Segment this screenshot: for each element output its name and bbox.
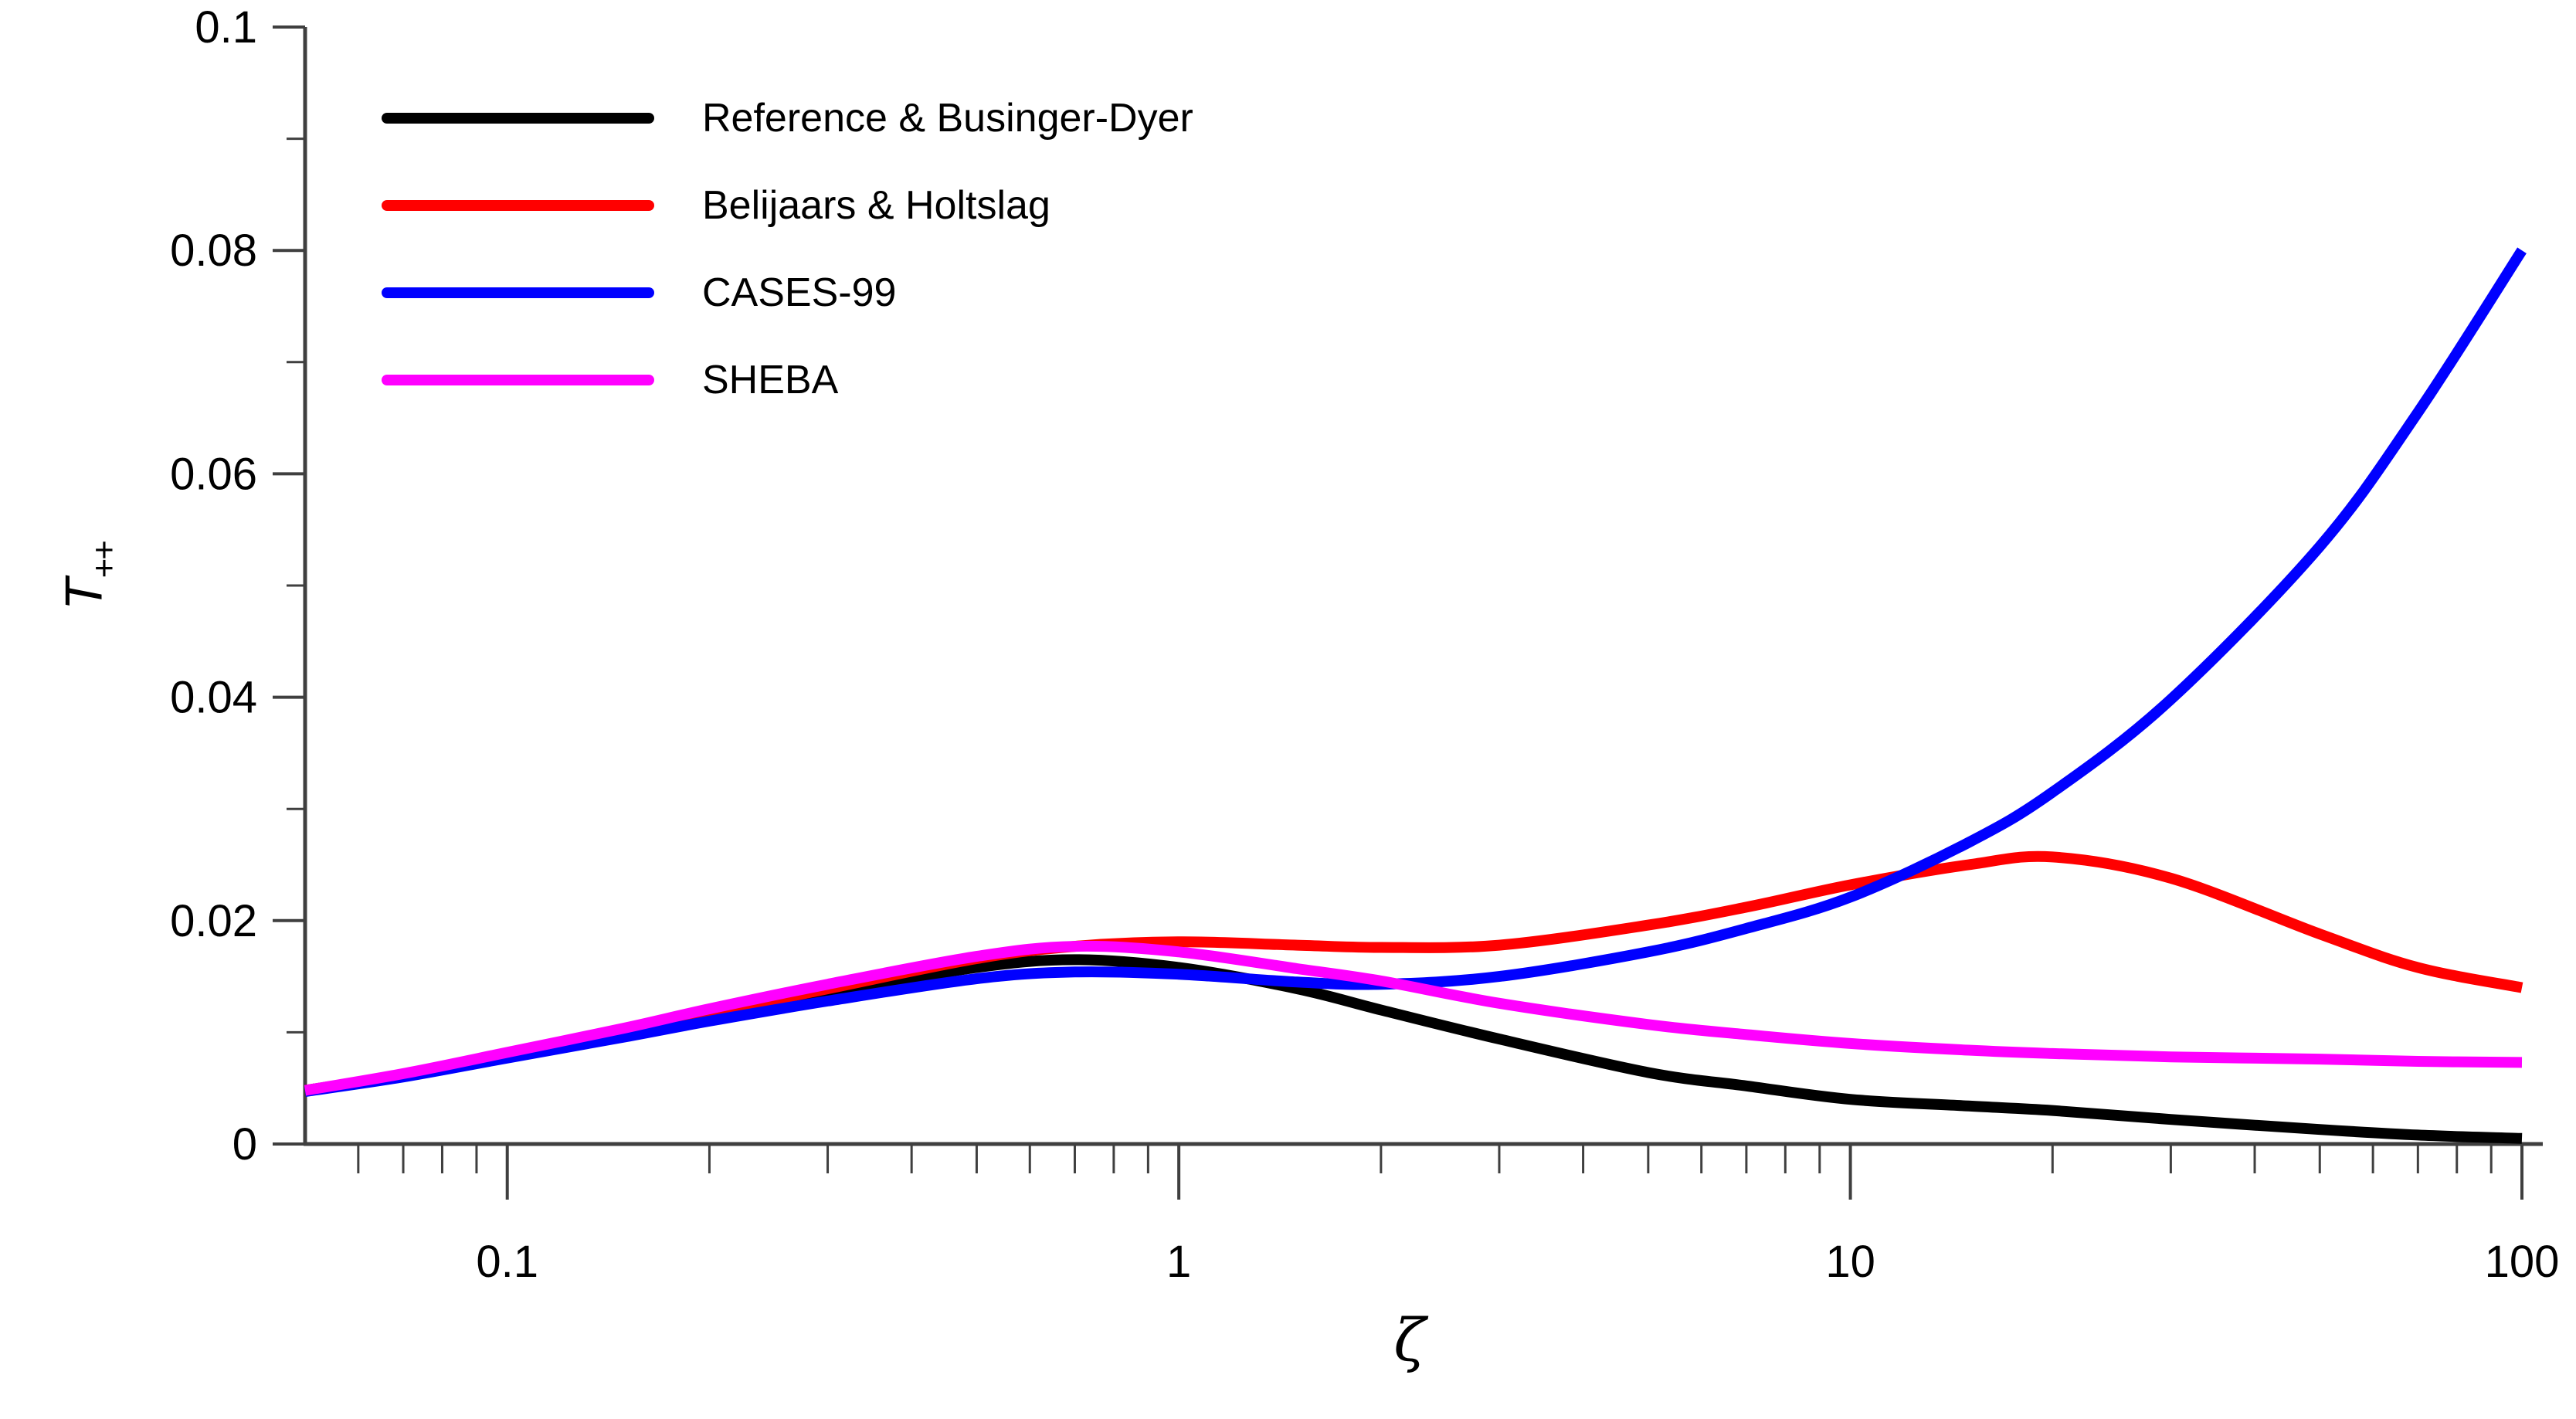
- y-tick-label: 0.08: [170, 226, 257, 276]
- y-tick-label: 0.06: [170, 449, 257, 499]
- series-line-cases-99: [304, 247, 2527, 1097]
- legend-label: SHEBA: [702, 357, 839, 402]
- x-tick-label: 0.1: [476, 1237, 538, 1287]
- legend-item: Reference & Businger-Dyer: [382, 74, 1193, 161]
- legend-line-swatch: [382, 112, 654, 124]
- x-tick-label: 1: [1166, 1237, 1191, 1287]
- legend-item: SHEBA: [382, 336, 1193, 423]
- y-tick-label: 0.1: [195, 2, 257, 53]
- x-tick-label: 10: [1825, 1237, 1875, 1287]
- legend-label: Reference & Businger-Dyer: [702, 95, 1193, 141]
- legend-label: Belijaars & Holtslag: [702, 182, 1050, 228]
- legend-line-swatch: [382, 287, 654, 298]
- y-tick-label: 0.02: [170, 896, 257, 946]
- y-tick-label: 0.04: [170, 673, 257, 723]
- y-tick-label: 0: [232, 1119, 257, 1169]
- x-axis-title: ζ: [1393, 1305, 1426, 1374]
- y-axis-title: T++: [54, 541, 124, 610]
- legend-item: Belijaars & Holtslag: [382, 161, 1193, 249]
- legend-label: CASES-99: [702, 270, 897, 315]
- legend-item: CASES-99: [382, 249, 1193, 336]
- x-tick-label: 100: [2485, 1237, 2560, 1287]
- legend-line-swatch: [382, 199, 654, 211]
- legend: Reference & Businger-Dyer Belijaars & Ho…: [382, 74, 1193, 423]
- legend-line-swatch: [382, 374, 654, 385]
- series-line-sheba: [304, 940, 2523, 1096]
